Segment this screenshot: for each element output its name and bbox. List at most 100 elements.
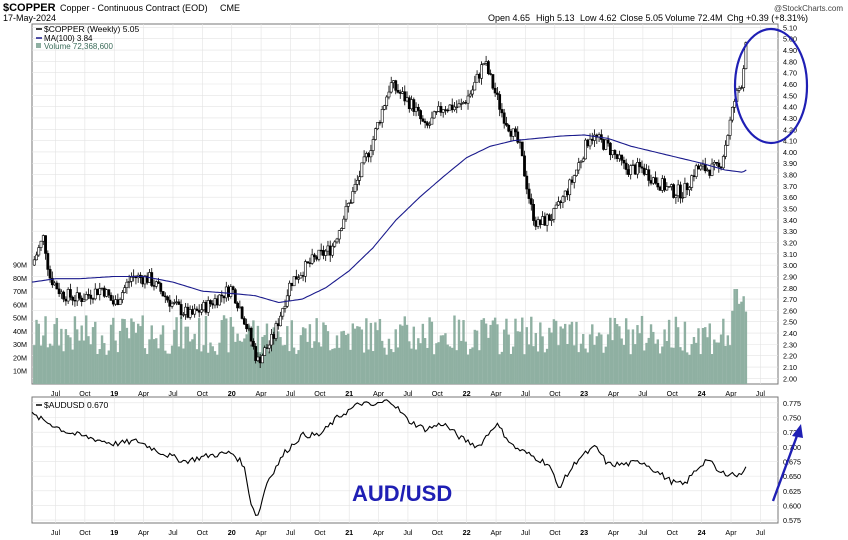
candle-body — [719, 166, 723, 169]
volume-bar — [518, 331, 522, 384]
candle-body — [191, 309, 194, 315]
aud-x-tick: 23 — [580, 528, 588, 537]
candle-body — [89, 294, 93, 299]
volume-bar — [733, 289, 736, 384]
candle-body — [378, 122, 382, 124]
candle-body — [742, 68, 746, 89]
volume-bar — [439, 335, 443, 384]
price-y-tick: 4.30 — [783, 114, 797, 123]
candle-body — [84, 294, 88, 301]
volume-bar — [475, 330, 479, 384]
volume-bar — [634, 344, 637, 384]
candle-body — [313, 254, 316, 258]
aud-x-tick: 20 — [228, 528, 236, 537]
candle-body — [120, 292, 124, 300]
volume-bar — [351, 323, 355, 384]
candle-body — [166, 296, 169, 301]
candle-body — [590, 138, 594, 141]
candle-body — [50, 277, 54, 286]
volume-bar — [534, 333, 538, 384]
volume-bar — [591, 324, 594, 384]
volume-bar — [295, 353, 298, 384]
volume-bar — [396, 347, 400, 384]
aud-x-tick: Apr — [255, 528, 267, 537]
candle-body — [699, 165, 703, 170]
volume-bar — [292, 347, 296, 384]
volume-bar — [484, 323, 488, 384]
volume-bar — [493, 317, 497, 384]
aud-grid — [32, 397, 778, 523]
aud-y-tick: 0.575 — [783, 516, 801, 525]
volume-bar — [299, 335, 303, 384]
volume-bar — [399, 324, 402, 384]
candle-body — [482, 63, 486, 65]
price-x-tick: Jul — [521, 389, 531, 398]
ohlc-change: Chg +0.39 (+8.31%) — [727, 13, 808, 23]
volume-bar — [437, 342, 440, 384]
candle-body — [364, 153, 368, 158]
candle-body — [658, 186, 662, 191]
volume-bar — [410, 348, 413, 384]
price-y-tick: 2.00 — [783, 374, 797, 383]
volume-bar — [288, 351, 291, 384]
volume-bar — [500, 351, 504, 384]
price-x-tick: Apr — [490, 389, 502, 398]
volume-bar — [270, 345, 273, 384]
volume-bar — [238, 340, 242, 384]
candle-body — [258, 356, 262, 364]
candle-body — [575, 169, 578, 176]
volume-bar — [645, 342, 648, 384]
chart-exchange: CME — [220, 3, 240, 13]
volume-bar — [374, 322, 377, 384]
volume-bar — [742, 296, 745, 384]
candle-body — [459, 103, 463, 105]
volume-bar — [301, 327, 305, 384]
volume-bar — [719, 334, 723, 384]
volume-bar — [166, 353, 169, 384]
volume-bar — [667, 319, 671, 384]
candle-body — [633, 164, 637, 175]
volume-bar — [177, 346, 181, 384]
volume-bar — [566, 343, 569, 384]
volume-bar — [557, 345, 560, 384]
candle-body — [319, 249, 323, 252]
volume-bar — [231, 326, 235, 384]
volume-bar — [403, 316, 406, 384]
candle-body — [419, 110, 422, 120]
candle-body — [498, 94, 502, 110]
candle-body — [430, 117, 434, 125]
candle-body — [477, 73, 481, 79]
candle-body — [410, 99, 413, 110]
candle-body — [462, 102, 465, 104]
volume-bar — [726, 335, 730, 384]
volume-bar — [179, 316, 183, 384]
candle-body — [536, 219, 540, 227]
volume-bar — [728, 345, 732, 384]
aud-x-tick: Oct — [79, 528, 90, 537]
candle-body — [80, 297, 84, 302]
volume-bar — [310, 347, 314, 384]
candle-body — [150, 272, 154, 286]
volume-bar — [211, 346, 214, 384]
volume-bar — [539, 322, 542, 384]
candle-body — [163, 295, 167, 298]
candle-body — [276, 323, 280, 327]
volume-bar — [708, 323, 711, 384]
candle-body — [220, 294, 224, 297]
candle-body — [353, 184, 357, 192]
candle-body — [538, 219, 542, 225]
volume-bar — [107, 350, 111, 384]
candle-body — [41, 235, 45, 242]
legend-audusd: $AUDUSD 0.670 — [44, 400, 109, 410]
candle-body — [423, 120, 427, 123]
candle-body — [197, 310, 201, 313]
volume-bar — [469, 348, 472, 384]
candle-body — [568, 179, 572, 196]
volume-bar — [55, 317, 59, 384]
volume-bar — [697, 328, 700, 384]
candle-body — [37, 247, 41, 256]
aud-y-tick: 0.650 — [783, 472, 801, 481]
candle-body — [32, 259, 36, 266]
volume-bar — [491, 320, 495, 384]
volume-bar — [353, 328, 357, 384]
